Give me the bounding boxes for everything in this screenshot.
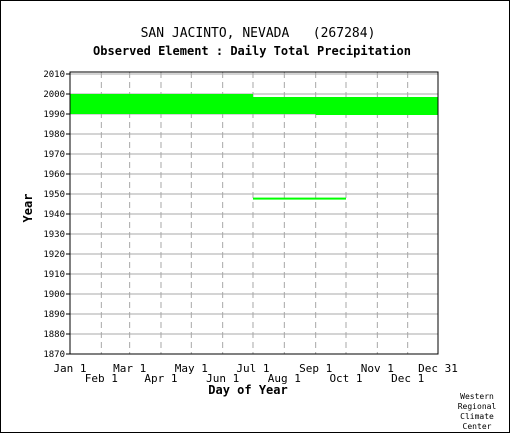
x-tick-label: Dec 1: [391, 372, 424, 385]
y-tick-label: 1990: [43, 110, 65, 120]
y-tick-label: 1900: [43, 290, 65, 300]
x-tick-label: Jan 1: [53, 362, 86, 375]
data-marks: [70, 94, 438, 200]
y-tick-label: 1890: [43, 310, 65, 320]
x-tick-label: Feb 1: [85, 372, 118, 385]
credit-line-3: Climate: [460, 412, 494, 421]
y-axis-label: Year: [21, 194, 35, 223]
plot-border: [69, 71, 439, 355]
x-tick-label: Jul 1: [236, 362, 269, 375]
x-tick-label: Oct 1: [329, 372, 362, 385]
y-tick-label: 1950: [43, 190, 65, 200]
y-tick-label: 1940: [43, 210, 65, 220]
x-tick-labels: Jan 1 Mar 1 May 1 Jul 1 Sep 1 Nov 1 Dec 31 Feb …: [53, 362, 457, 385]
plot-area: [70, 72, 438, 354]
y-tick-label: 2000: [43, 90, 65, 100]
data-mark: [70, 94, 253, 97]
y-tick-label: 1880: [43, 330, 65, 340]
chart-title: SAN JACINTO, NEVADA (267284): [141, 26, 376, 41]
data-mark: [315, 97, 438, 115]
credit-line-1: Western: [460, 392, 494, 401]
x-tick-label: Nov 1: [361, 362, 394, 375]
y-tick-labels: 1870 1880 1890 1900 1910 1920 1930 1940 1950 1960…: [43, 70, 65, 360]
x-tick-label: May 1: [175, 362, 208, 375]
chart-subtitle: Observed Element : Daily Total Precipita…: [93, 44, 411, 58]
y-tick-label: 1930: [43, 230, 65, 240]
x-axis-label: Day of Year: [208, 383, 287, 397]
x-tick-label: Jun 1: [206, 372, 239, 385]
x-tick-label: Apr 1: [144, 372, 177, 385]
y-tick-label: 1970: [43, 150, 65, 160]
y-tick-label: 1980: [43, 130, 65, 140]
x-tick-label: Mar 1: [113, 362, 146, 375]
credit-line-4: Center: [463, 422, 492, 431]
x-tick-label: Dec 31: [418, 362, 458, 375]
x-tick-label: Sep 1: [299, 362, 332, 375]
credit-line-2: Regional: [458, 402, 497, 411]
data-mark: [252, 98, 316, 114]
y-tick-label: 1870: [43, 350, 65, 360]
y-tick-label: 1960: [43, 170, 65, 180]
x-tick-label: Aug 1: [268, 372, 301, 385]
y-tick-label: 1920: [43, 250, 65, 260]
y-tick-label: 1910: [43, 270, 65, 280]
data-mark: [252, 197, 346, 200]
y-tick-label: 2010: [43, 70, 65, 80]
